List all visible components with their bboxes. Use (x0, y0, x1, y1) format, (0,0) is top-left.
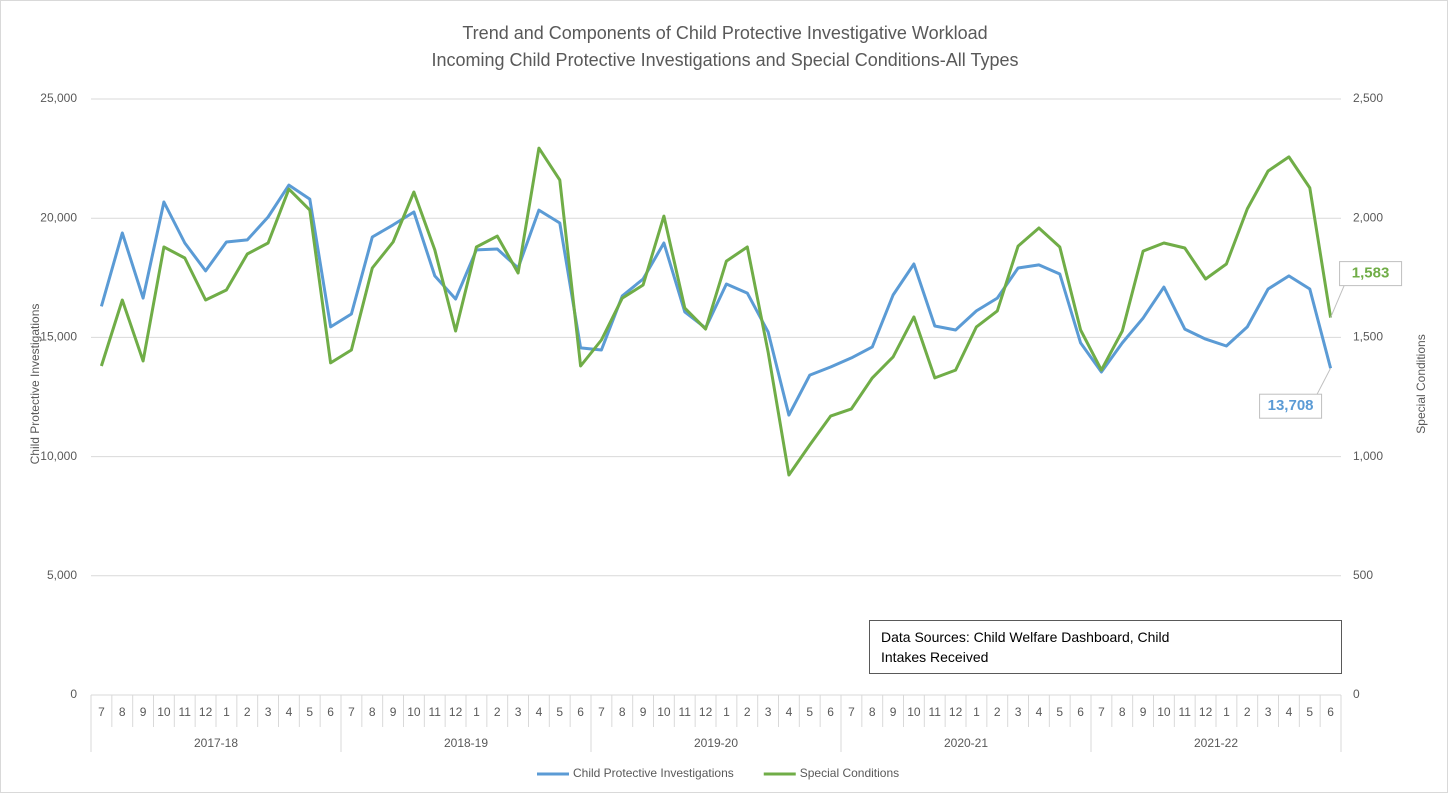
x-tick-label: 8 (369, 705, 376, 719)
x-tick-label: 1 (1223, 705, 1230, 719)
group-label: 2018-19 (444, 736, 488, 750)
x-tick-label: 12 (949, 705, 963, 719)
x-tick-label: 6 (1077, 705, 1084, 719)
x-tick-label: 11 (929, 705, 942, 719)
y-tick-label: 15,000 (40, 330, 77, 344)
x-tick-label: 4 (1036, 705, 1043, 719)
label-box (1339, 261, 1403, 287)
group-label: 2017-18 (194, 736, 238, 750)
y2-tick-label: 500 (1353, 568, 1373, 582)
x-tick-label: 2 (994, 705, 1001, 719)
y2-tick-label: 0 (1353, 687, 1360, 701)
legend-label: Child Protective Investigations (573, 766, 734, 780)
x-tick-label: 3 (1265, 705, 1272, 719)
x-tick-label: 6 (327, 705, 334, 719)
x-tick-label: 7 (348, 705, 355, 719)
x-tick-label: 11 (179, 705, 192, 719)
x-tick-label: 12 (699, 705, 713, 719)
x-tick-label: 2 (494, 705, 501, 719)
y-tick-label: 5,000 (47, 568, 77, 582)
x-tick-label: 9 (390, 705, 397, 719)
y2-tick-label: 1,000 (1353, 449, 1383, 463)
y-tick-label: 0 (70, 687, 77, 701)
label-box (1259, 393, 1323, 419)
x-tick-label: 8 (869, 705, 876, 719)
y-axis-label: Child Protective Investigations (28, 304, 42, 465)
data-label: 1,583 (1352, 265, 1390, 282)
x-tick-label: 4 (1286, 705, 1293, 719)
group-label: 2019-20 (694, 736, 738, 750)
x-tick-label: 12 (449, 705, 463, 719)
x-tick-label: 5 (806, 705, 813, 719)
x-tick-label: 1 (223, 705, 230, 719)
x-tick-label: 4 (286, 705, 293, 719)
x-tick-label: 5 (1306, 705, 1313, 719)
x-tick-label: 8 (119, 705, 126, 719)
x-tick-label: 10 (407, 705, 421, 719)
x-tick-label: 10 (157, 705, 171, 719)
x-tick-label: 2 (1244, 705, 1251, 719)
annotation: Data Sources: Child Welfare Dashboard, C… (881, 629, 1169, 665)
x-tick-label: 8 (619, 705, 626, 719)
series-line (99, 146, 1333, 477)
x-tick-label: 4 (536, 705, 543, 719)
x-tick-label: 7 (598, 705, 605, 719)
y-tick-label: 20,000 (40, 210, 77, 224)
x-tick-label: 3 (765, 705, 772, 719)
x-tick-label: 9 (640, 705, 647, 719)
x-tick-label: 7 (848, 705, 855, 719)
annotation-line: Data Sources: Child Welfare Dashboard, C… (881, 629, 1169, 645)
y2-axis-label: Special Conditions (1414, 334, 1428, 433)
group-label: 2020-21 (944, 736, 988, 750)
x-tick-label: 11 (429, 705, 442, 719)
x-tick-label: 6 (577, 705, 584, 719)
x-tick-label: 7 (1098, 705, 1105, 719)
label-leader (1316, 367, 1332, 396)
x-tick-label: 7 (98, 705, 105, 719)
series-line (99, 183, 1333, 417)
x-tick-label: 3 (265, 705, 272, 719)
x-tick-label: 5 (306, 705, 313, 719)
x-tick-label: 11 (679, 705, 692, 719)
x-tick-label: 12 (1199, 705, 1213, 719)
x-tick-label: 5 (556, 705, 563, 719)
y2-tick-label: 2,000 (1353, 210, 1383, 224)
x-tick-label: 10 (1157, 705, 1171, 719)
y2-tick-label: 1,500 (1353, 330, 1383, 344)
y-tick-label: 25,000 (40, 91, 77, 105)
x-tick-label: 4 (786, 705, 793, 719)
x-tick-label: 9 (140, 705, 147, 719)
chart-title: Trend and Components of Child Protective… (462, 23, 987, 43)
x-tick-label: 11 (1179, 705, 1192, 719)
x-tick-label: 2 (744, 705, 751, 719)
chart-subtitle: Incoming Child Protective Investigations… (432, 50, 1019, 70)
label-leader (1330, 284, 1346, 318)
x-tick-label: 8 (1119, 705, 1126, 719)
group-label: 2021-22 (1194, 736, 1238, 750)
x-tick-label: 1 (723, 705, 730, 719)
x-tick-label: 1 (473, 705, 480, 719)
y-tick-label: 10,000 (40, 449, 77, 463)
data-label: 13,708 (1268, 397, 1314, 414)
x-tick-label: 2 (244, 705, 251, 719)
y2-tick-label: 2,500 (1353, 91, 1383, 105)
x-tick-label: 9 (1140, 705, 1147, 719)
x-tick-label: 1 (973, 705, 980, 719)
x-tick-label: 9 (890, 705, 897, 719)
annotation-line: Intakes Received (881, 649, 988, 665)
x-tick-label: 3 (515, 705, 522, 719)
x-tick-label: 12 (199, 705, 213, 719)
x-tick-label: 6 (1327, 705, 1334, 719)
x-tick-label: 10 (657, 705, 671, 719)
x-tick-label: 6 (827, 705, 834, 719)
x-tick-label: 10 (907, 705, 921, 719)
x-tick-label: 5 (1056, 705, 1063, 719)
x-tick-label: 3 (1015, 705, 1022, 719)
annotation-box (869, 620, 1342, 674)
legend-label: Special Conditions (800, 766, 899, 780)
